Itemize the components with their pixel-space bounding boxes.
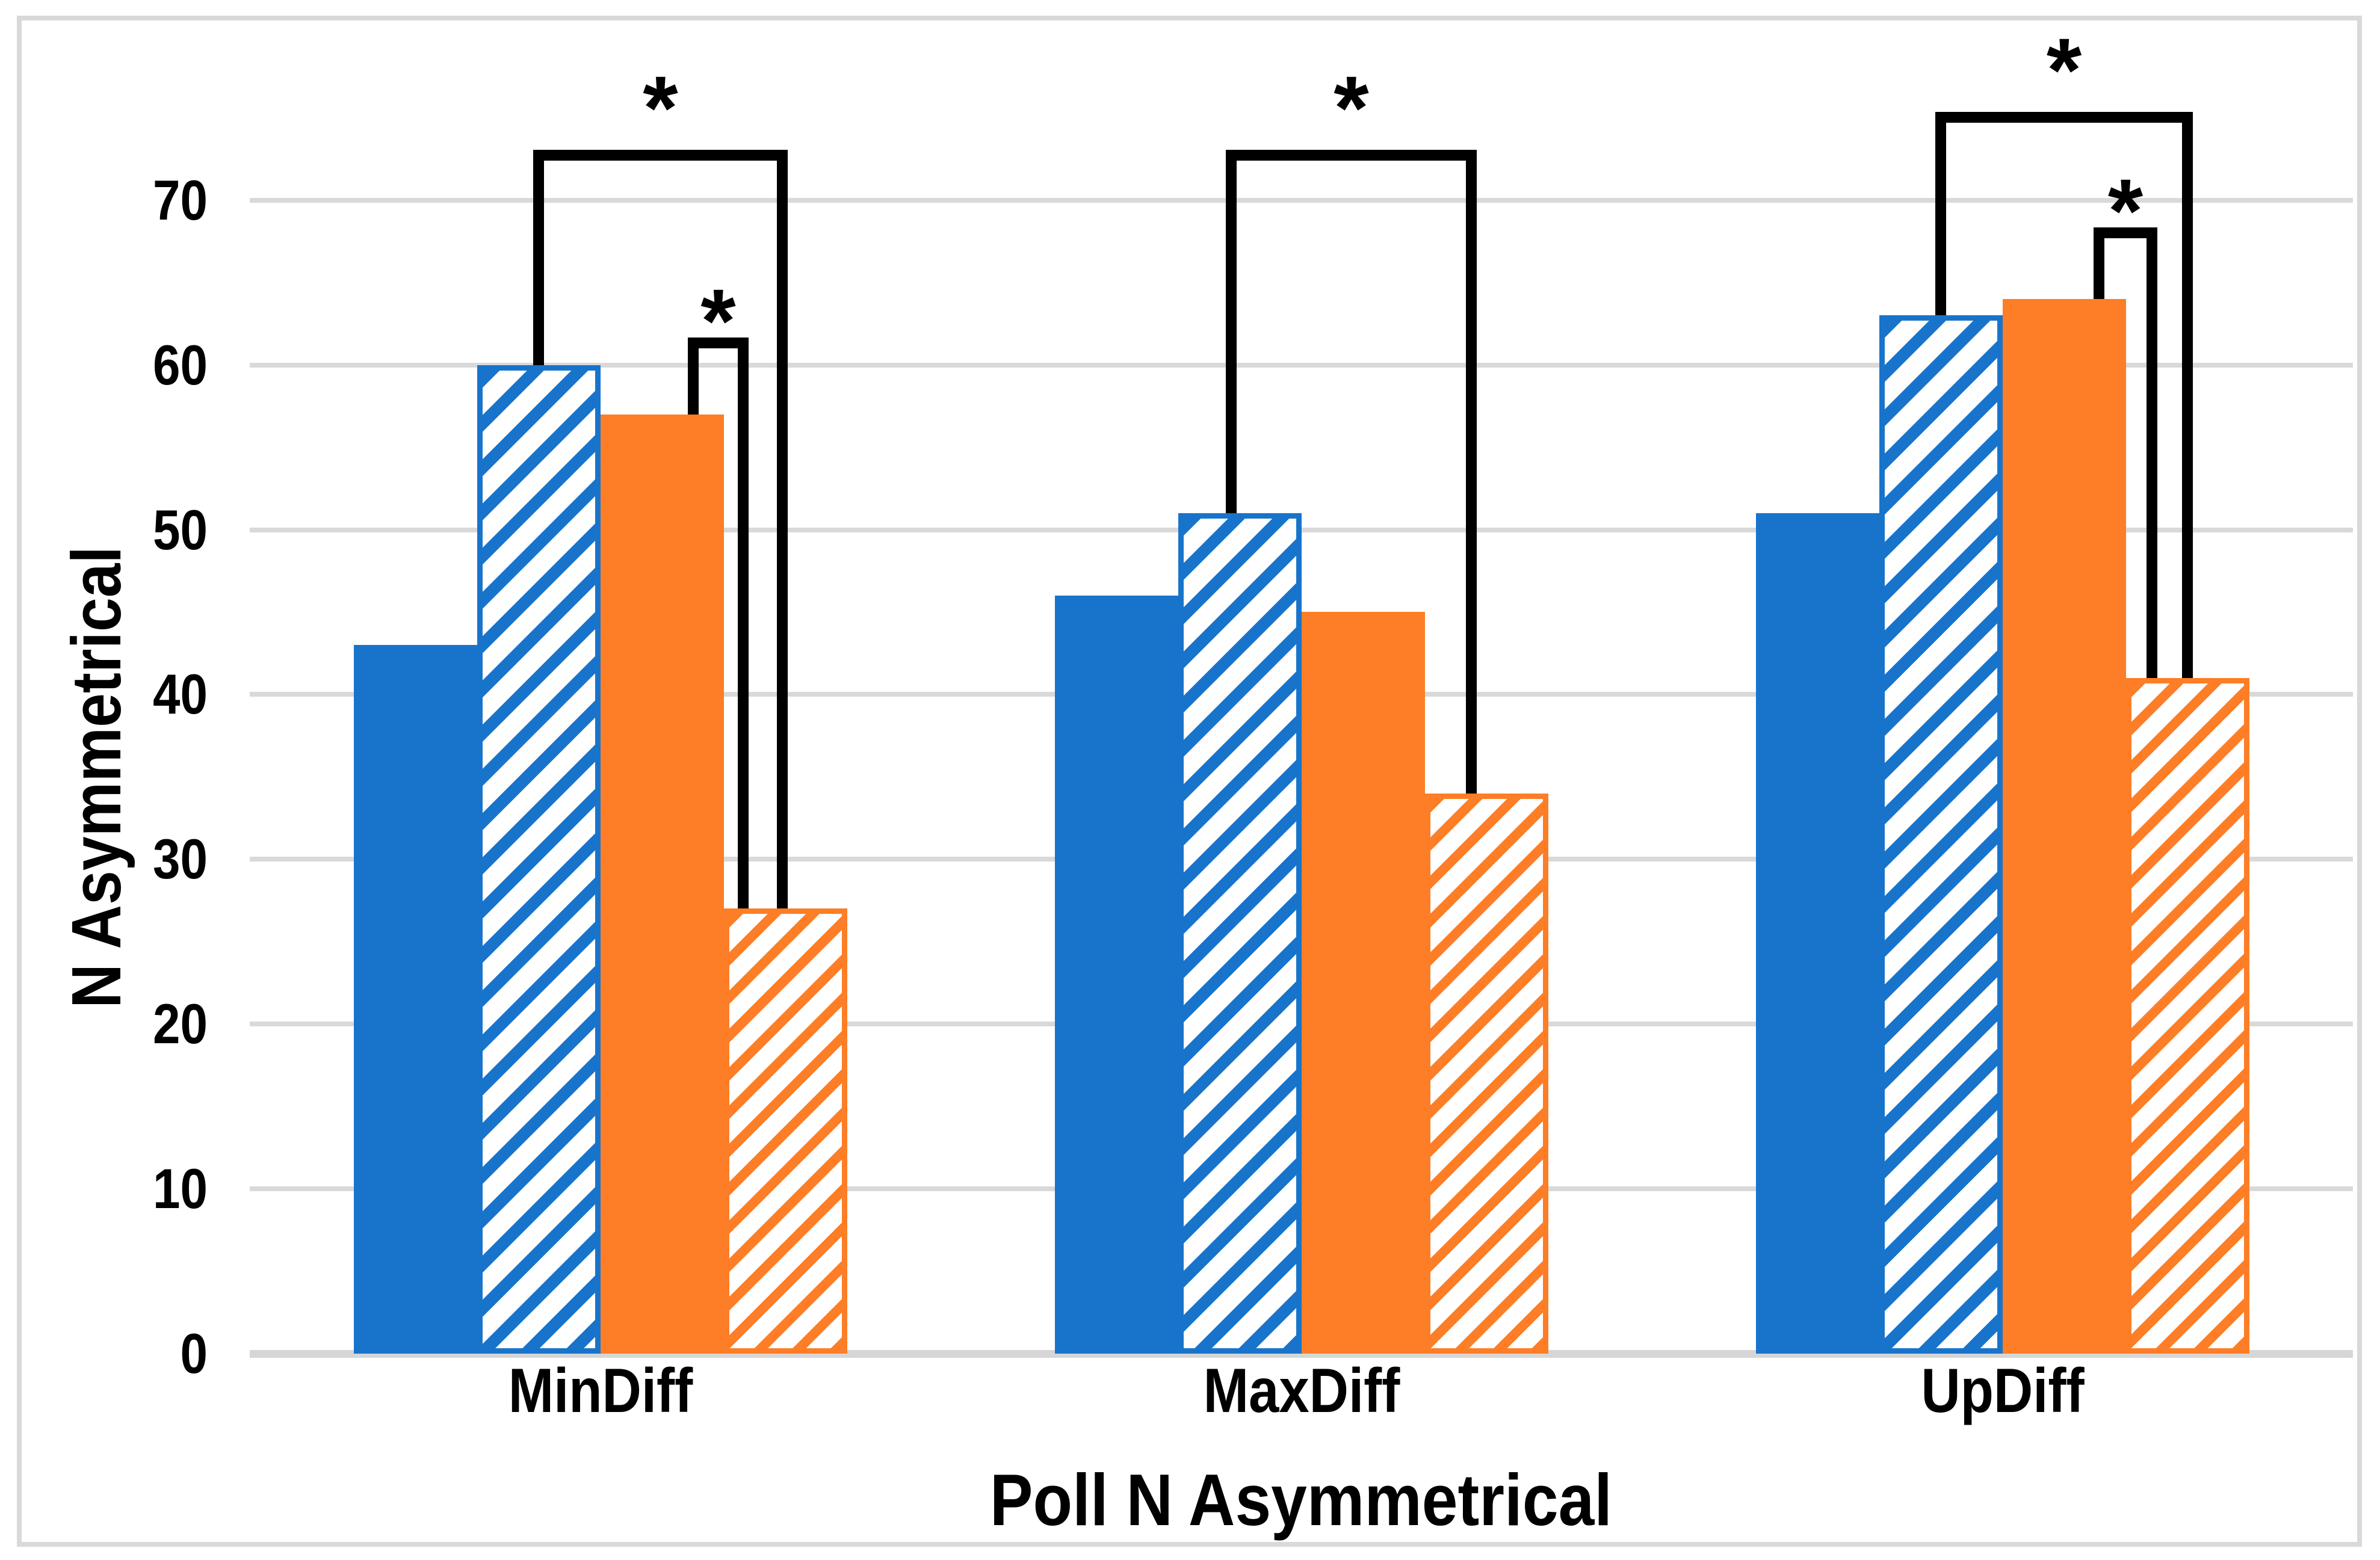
y-tick-label-30: 30	[153, 827, 208, 891]
sig-bracket-3-left-leg	[1935, 111, 1946, 316]
y-tick-label-70: 70	[153, 168, 208, 232]
sig-bracket-0-left-leg	[533, 149, 544, 365]
sig-bracket-1-right-leg	[738, 338, 749, 909]
sig-asterisk-0: *	[643, 57, 678, 158]
sig-asterisk-1: *	[700, 270, 736, 372]
gridline-50	[250, 527, 2353, 532]
y-tick-label-20: 20	[153, 992, 208, 1056]
sig-bracket-2-left-leg	[1226, 149, 1237, 514]
bar-MinDiff-blue-hatched	[477, 365, 601, 1354]
sig-bracket-1-top	[688, 338, 749, 349]
bar-MaxDiff-orange-solid	[1301, 612, 1425, 1354]
sig-bracket-3-top	[1935, 111, 2193, 123]
gridline-60	[250, 362, 2353, 368]
x-category-label-UpDiff: UpDiff	[1920, 1356, 2085, 1426]
y-tick-label-10: 10	[153, 1157, 208, 1221]
x-category-label-MaxDiff: MaxDiff	[1203, 1356, 1400, 1426]
bar-MaxDiff-orange-hatched	[1424, 793, 1548, 1354]
sig-bracket-4-top	[2094, 227, 2157, 238]
y-tick-label-40: 40	[153, 662, 208, 726]
sig-bracket-1-left-leg	[688, 338, 699, 415]
bar-UpDiff-blue-solid	[1755, 513, 1879, 1354]
y-axis-title: N Asymmetrical	[57, 546, 135, 1008]
x-category-label-MinDiff: MinDiff	[508, 1356, 693, 1426]
bar-UpDiff-orange-hatched	[2125, 678, 2249, 1354]
sig-bracket-2-top	[1226, 149, 1477, 161]
x-axis-title-text: Poll N Asymmetrical	[989, 1459, 1613, 1541]
x-axis-title: Poll N Asymmetrical	[990, 1461, 1612, 1539]
y-tick-label-0: 0	[180, 1322, 208, 1385]
bar-UpDiff-orange-solid	[2002, 299, 2126, 1354]
bar-MinDiff-blue-solid	[353, 645, 477, 1354]
bar-UpDiff-blue-hatched	[1879, 315, 2003, 1354]
sig-asterisk-2: *	[1334, 57, 1369, 158]
y-axis-title-text: N Asymmetrical	[57, 546, 135, 1008]
sig-bracket-4-right-leg	[2147, 227, 2157, 678]
sig-bracket-3-right-leg	[2182, 111, 2193, 678]
bar-MinDiff-orange-solid	[600, 414, 724, 1354]
sig-bracket-0-top	[533, 149, 788, 161]
sig-bracket-0-right-leg	[777, 149, 788, 909]
sig-asterisk-4: *	[2107, 159, 2144, 261]
sig-asterisk-3: *	[2046, 19, 2082, 120]
bar-MaxDiff-blue-hatched	[1178, 513, 1302, 1354]
y-tick-label-50: 50	[153, 498, 208, 561]
gridline-70	[250, 197, 2353, 203]
bar-MaxDiff-blue-solid	[1054, 596, 1178, 1354]
y-tick-label-60: 60	[153, 333, 208, 396]
sig-bracket-2-right-leg	[1466, 149, 1477, 794]
sig-bracket-4-left-leg	[2094, 227, 2104, 300]
bar-MinDiff-orange-hatched	[723, 908, 847, 1354]
